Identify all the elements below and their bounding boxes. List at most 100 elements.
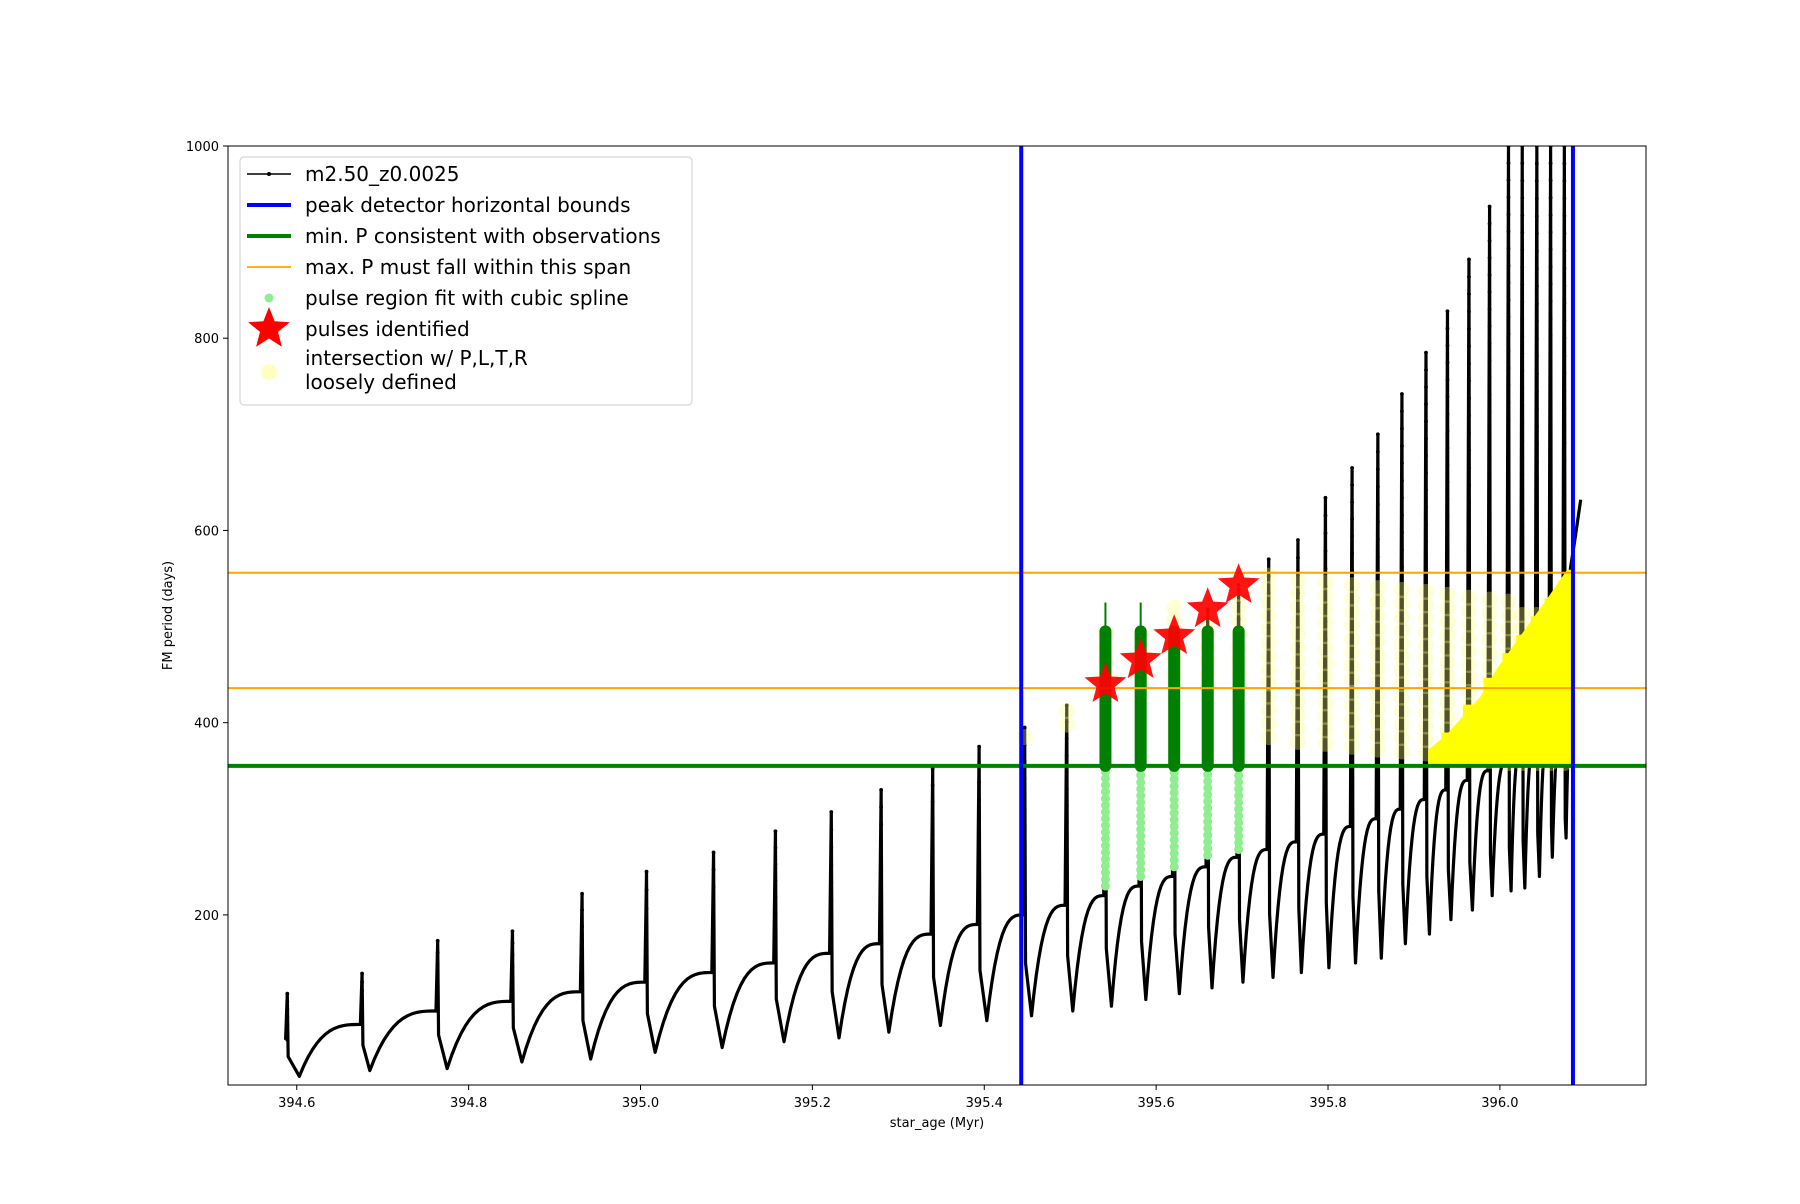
track-point bbox=[1487, 495, 1492, 500]
track-point bbox=[1375, 729, 1380, 734]
track-point bbox=[1400, 530, 1404, 535]
track-point bbox=[1534, 266, 1539, 271]
track-point bbox=[1375, 502, 1380, 507]
track-point bbox=[1506, 229, 1511, 234]
track-point bbox=[1375, 781, 1380, 786]
x-tick-label: 395.0 bbox=[622, 1096, 659, 1111]
track-point bbox=[1506, 383, 1511, 388]
spline-point bbox=[1203, 783, 1213, 793]
track-point bbox=[773, 911, 778, 916]
spline-point bbox=[1100, 794, 1110, 804]
track-point bbox=[1445, 770, 1450, 775]
y-tick-label: 600 bbox=[194, 524, 219, 539]
track-point bbox=[1064, 720, 1069, 724]
track-point bbox=[1467, 396, 1471, 401]
spline-region-3 bbox=[1168, 625, 1181, 872]
spline-point bbox=[1100, 780, 1110, 790]
track-point bbox=[1022, 810, 1027, 815]
intersection-point bbox=[1439, 707, 1456, 724]
track-point bbox=[360, 988, 364, 993]
track-point bbox=[1520, 593, 1525, 598]
track-point bbox=[1487, 221, 1492, 226]
track-point bbox=[1548, 264, 1553, 269]
track-point bbox=[930, 799, 935, 804]
intersection-point bbox=[1369, 687, 1386, 704]
track-point bbox=[1266, 591, 1271, 596]
spline-point bbox=[1234, 831, 1244, 841]
track-point bbox=[1548, 299, 1553, 304]
track-point bbox=[1400, 772, 1404, 777]
track-point bbox=[1064, 803, 1069, 808]
intersection-point bbox=[1500, 633, 1517, 650]
track-point bbox=[1506, 161, 1511, 165]
track-point bbox=[1266, 642, 1271, 647]
track-point bbox=[1350, 739, 1354, 744]
track-point bbox=[1548, 419, 1553, 424]
track-point bbox=[1467, 448, 1471, 453]
intersection-point bbox=[1369, 701, 1386, 718]
spline-point bbox=[1100, 787, 1110, 797]
intersection-point bbox=[1289, 626, 1306, 643]
track-point bbox=[510, 964, 515, 969]
track-point bbox=[1064, 820, 1069, 824]
track-point bbox=[1424, 608, 1428, 613]
track-point bbox=[1266, 693, 1271, 698]
intersection-point bbox=[1369, 674, 1386, 691]
track-pulse-14 bbox=[1064, 703, 1069, 908]
track-point bbox=[1467, 587, 1471, 592]
track-point bbox=[1350, 534, 1354, 539]
track-pulse-22 bbox=[1323, 495, 1328, 837]
track-point bbox=[1323, 548, 1328, 553]
track-point bbox=[1424, 780, 1428, 785]
intersection-point bbox=[1369, 660, 1386, 677]
y-tick-label: 200 bbox=[194, 909, 219, 924]
track-point bbox=[1375, 746, 1380, 751]
track-point bbox=[435, 950, 440, 955]
intersection-point bbox=[1393, 622, 1410, 639]
axis-ticks: 394.6 394.8 395.0 395.2 395.4 395.6 395.8 396.0… bbox=[186, 140, 1519, 1111]
intersection-column-14 bbox=[1417, 583, 1434, 762]
track-point bbox=[930, 783, 935, 788]
intersection-point bbox=[1369, 728, 1386, 745]
track-point bbox=[1562, 196, 1567, 201]
legend-intersection-swatch bbox=[261, 364, 277, 380]
track-point bbox=[580, 908, 584, 912]
track-point bbox=[1323, 832, 1328, 837]
track-point bbox=[1520, 178, 1525, 183]
intersection-point bbox=[1016, 729, 1033, 746]
intersection-point bbox=[1344, 644, 1361, 661]
pulse-star-1 bbox=[1084, 662, 1127, 702]
track-point bbox=[1534, 179, 1539, 183]
track-point bbox=[1350, 483, 1354, 487]
intersection-point bbox=[1417, 678, 1434, 695]
intersection-point bbox=[1500, 593, 1517, 610]
track-point bbox=[1506, 263, 1511, 268]
track-point bbox=[1424, 453, 1428, 458]
spline-point bbox=[1100, 807, 1110, 817]
intersection-point bbox=[1460, 603, 1477, 620]
track-point bbox=[1064, 836, 1069, 841]
intersection-point bbox=[1317, 668, 1334, 685]
track-point bbox=[1350, 756, 1354, 761]
spline-point bbox=[1100, 834, 1110, 844]
track-point bbox=[1323, 708, 1328, 713]
intersection-point bbox=[1393, 730, 1410, 747]
track-point bbox=[1534, 284, 1539, 289]
track-point bbox=[1400, 547, 1404, 552]
track-point bbox=[1400, 599, 1404, 604]
track-point bbox=[1266, 830, 1271, 835]
track-point bbox=[1534, 459, 1539, 464]
track-point bbox=[1520, 386, 1525, 391]
track-point bbox=[1548, 178, 1553, 183]
intersection-point bbox=[1514, 607, 1531, 624]
track-point bbox=[1064, 753, 1069, 758]
track-pulse-9 bbox=[829, 810, 834, 956]
track-point bbox=[977, 887, 982, 891]
spline-point bbox=[1136, 771, 1146, 781]
track-point bbox=[1562, 388, 1567, 393]
intersection-point bbox=[1260, 634, 1277, 651]
intersection-point bbox=[1344, 590, 1361, 607]
intersection-point bbox=[1230, 599, 1247, 616]
track-point bbox=[1445, 531, 1450, 536]
track-point bbox=[773, 895, 778, 900]
